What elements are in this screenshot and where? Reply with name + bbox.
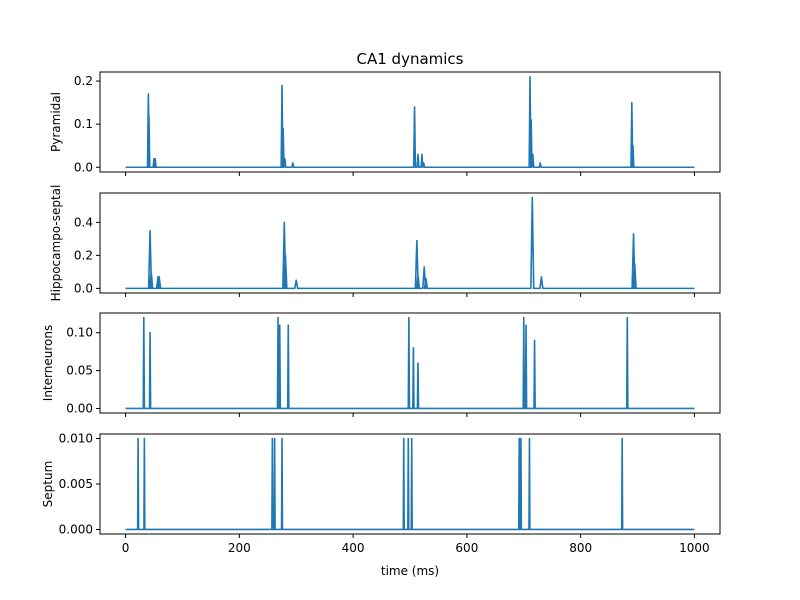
axes-frame (99, 71, 721, 173)
y-axis-label: Pyramidal (49, 92, 63, 152)
panel-0: 0.0 0.1 0.2 Pyramidal (49, 71, 721, 176)
y-tick-label: 0.2 (74, 248, 93, 262)
y-axis-label: Septum (41, 461, 55, 508)
panel-3: 0.000 0.005 0.010 Septum 0 200 400 600 800 1000 (41, 432, 721, 555)
series-line (125, 196, 695, 290)
y-tick-label: 0.0 (74, 160, 93, 174)
x-tick-label: 600 (455, 541, 478, 555)
y-tick-label: 0.010 (59, 432, 93, 446)
x-axis-label: time (ms) (381, 564, 439, 578)
chart-title: CA1 dynamics (357, 50, 464, 68)
y-axis-label: Interneurons (41, 325, 55, 401)
y-tick-label: 0.1 (74, 117, 93, 131)
subplot-panels: 0.0 0.1 0.2 Pyramidal 0.0 0.2 0.4 Hippocampo-se… (41, 71, 721, 555)
y-tick-label: 0.2 (74, 74, 93, 88)
panel-1: 0.0 0.2 0.4 Hippocampo-septal (49, 185, 721, 302)
y-tick-label: 0.4 (74, 215, 93, 229)
series-line (125, 75, 695, 169)
axes-frame (99, 312, 721, 414)
y-tick-label: 0.00 (66, 401, 93, 415)
series-line (125, 437, 695, 531)
x-tick-label: 800 (569, 541, 592, 555)
x-tick-label: 200 (228, 541, 251, 555)
y-axis-label: Hippocampo-septal (49, 185, 63, 302)
y-tick-label: 0.0 (74, 281, 93, 295)
y-tick-label: 0.10 (66, 326, 93, 340)
axes-frame (99, 192, 721, 294)
y-tick-label: 0.005 (59, 477, 93, 491)
y-tick-label: 0.000 (59, 522, 93, 536)
x-tick-label: 0 (122, 541, 130, 555)
series-line (125, 316, 695, 410)
panel-2: 0.00 0.05 0.10 Interneurons (41, 312, 721, 417)
x-tick-label: 1000 (679, 541, 710, 555)
y-tick-label: 0.05 (66, 364, 93, 378)
x-tick-label: 400 (342, 541, 365, 555)
